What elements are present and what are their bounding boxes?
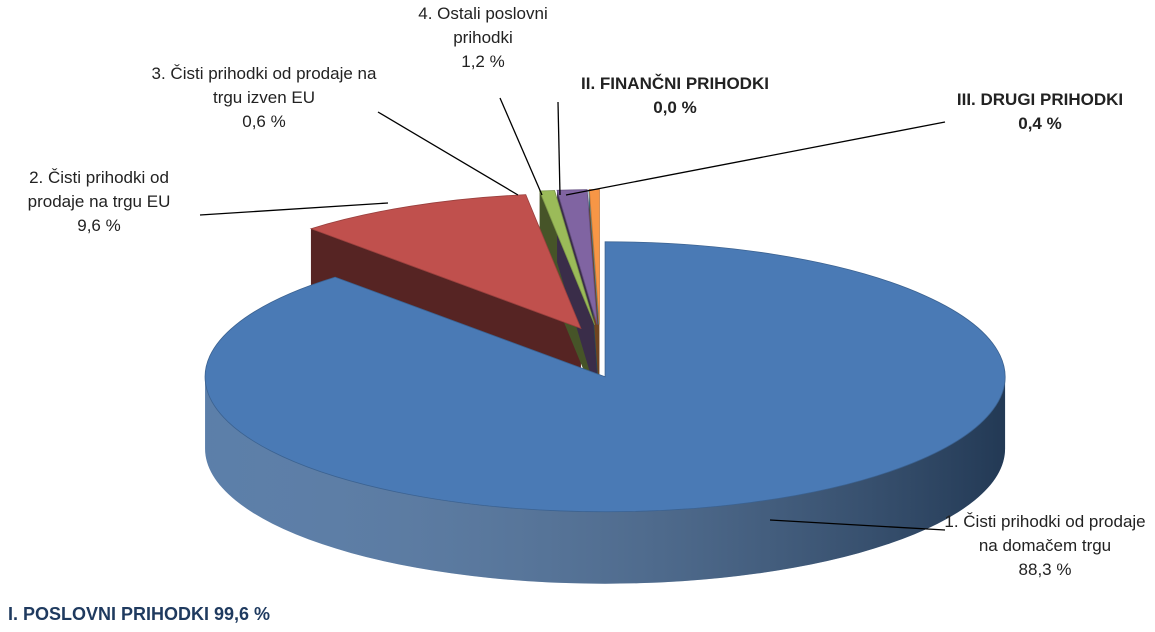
- slice-label: II. FINANČNI PRIHODKI 0,0 %: [545, 72, 805, 120]
- leader-lines: [199, 97, 946, 531]
- leader-line: [377, 111, 519, 196]
- slice-label: 2. Čisti prihodki od prodaje na trgu EU 9…: [0, 166, 198, 238]
- slice: [538, 190, 596, 325]
- annotation: I. POSLOVNI PRIHODKI 99,6 %: [8, 604, 271, 624]
- value-label: 1,2 %: [461, 52, 505, 71]
- category-label: II. FINANČNI PRIHODKI: [581, 74, 769, 93]
- slice-tops: [204, 189, 1006, 513]
- slice-label: 3. Čisti prihodki od prodaje na trgu izv…: [150, 62, 378, 134]
- category-label: 4. Ostali poslovni prihodki: [418, 4, 548, 47]
- category-label: 2. Čisti prihodki od prodaje na trgu EU: [27, 168, 171, 211]
- value-label: 0,6 %: [242, 112, 286, 131]
- slice: [309, 194, 582, 330]
- slice: [204, 241, 1006, 513]
- leader-line: [557, 101, 561, 196]
- category-label: 1. Čisti prihodki od prodaje na domačem …: [944, 512, 1146, 555]
- value-label: 88,3 %: [1018, 560, 1072, 579]
- leader-line: [199, 202, 389, 216]
- slice-label: 1. Čisti prihodki od prodaje na domačem …: [935, 510, 1155, 582]
- leader-line: [565, 121, 946, 196]
- value-label: 0,4 %: [1018, 114, 1062, 133]
- leader-line: [499, 97, 543, 196]
- slices: [204, 189, 1006, 584]
- category-label: 3. Čisti prihodki od prodaje na trgu izv…: [151, 64, 377, 107]
- slice-label: III. DRUGI PRIHODKI 0,4 %: [925, 88, 1155, 136]
- value-label: 0,0 %: [653, 98, 697, 117]
- slice-label: 4. Ostali poslovni prihodki 1,2 %: [398, 2, 568, 74]
- slice-wall-shade: [205, 376, 1006, 584]
- category-label: III. DRUGI PRIHODKI: [956, 90, 1124, 109]
- leader-line: [769, 519, 946, 531]
- slice: [556, 189, 598, 325]
- value-label: 9,6 %: [77, 216, 121, 235]
